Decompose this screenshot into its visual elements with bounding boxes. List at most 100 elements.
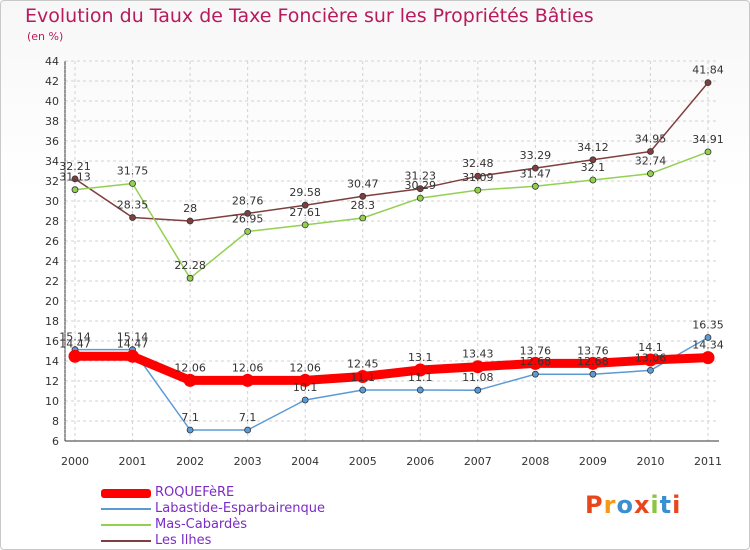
series-1-data-label: 11.1	[408, 371, 433, 384]
logo-letter: o	[616, 491, 634, 519]
series-0-point	[183, 373, 197, 387]
series-2-point	[416, 194, 424, 202]
x-tick-label: 2011	[694, 455, 722, 468]
legend-item-les-ilhes: Les Ilhes	[101, 533, 421, 549]
logo-letter: r	[603, 491, 617, 519]
logo-letter: i	[672, 491, 682, 519]
x-tick-label: 2003	[234, 455, 262, 468]
series-0-point	[471, 360, 485, 374]
series-2-data-label: 22.28	[174, 259, 206, 272]
series-1-data-label: 12.68	[520, 355, 552, 368]
series-3-point	[474, 172, 482, 180]
legend-swatch-les-ilhes	[101, 540, 151, 542]
x-tick-label: 2005	[349, 455, 377, 468]
series-0-data-label: 13.76	[577, 344, 609, 357]
axes: 6 8 10 12 14 16 18 20 22 24 26 28 30 32 34 36 38 40 42 44 20…	[45, 55, 722, 468]
series-2-point	[474, 186, 482, 194]
series-0-data-label: 13.43	[462, 348, 494, 361]
series-3-point	[301, 201, 309, 209]
proxiti-logo: Proxiti	[585, 491, 681, 519]
y-tick-label: 6	[52, 435, 59, 448]
y-tick-label: 42	[45, 75, 59, 88]
series-3-data-label: 29.58	[289, 186, 321, 199]
series-2-data-label: 30.29	[405, 179, 437, 192]
series-2-point	[244, 228, 252, 235]
x-tick-label: 2006	[406, 455, 434, 468]
series-3-point	[416, 185, 424, 193]
y-tick-label: 40	[45, 95, 59, 108]
series-3-point	[244, 209, 252, 217]
legend-item-labastide-esparbairenque: Labastide-Esparbairenque	[101, 501, 421, 517]
logo-letter: i	[650, 491, 660, 519]
y-tick-label: 44	[45, 55, 59, 68]
x-tick-label: 2004	[291, 455, 319, 468]
x-tick-label: 2002	[176, 455, 204, 468]
y-tick-label: 38	[45, 115, 59, 128]
line-chart: 6 8 10 12 14 16 18 20 22 24 26 28 30 32 34 36 38 40 42 44 20…	[45, 55, 724, 468]
series-2-line	[74, 151, 709, 279]
series-3-data-label: 32.48	[462, 157, 494, 170]
series-0-data-label: 14.1	[638, 341, 663, 354]
y-tick-label: 34	[45, 155, 59, 168]
y-tick-label: 10	[45, 395, 59, 408]
series-2-data-label: 32.1	[581, 161, 606, 174]
legend: ROQUEFèRE Labastide-Esparbairenque Mas-C…	[101, 485, 421, 549]
series-3-point	[589, 156, 597, 164]
series-1-line	[74, 336, 709, 431]
series-0-data-label: 12.45	[347, 358, 379, 371]
series-1-point	[474, 386, 482, 394]
legend-label-les-ilhes: Les Ilhes	[155, 533, 212, 548]
series-0-point	[356, 370, 370, 383]
series-0-data-label: 12.06	[289, 361, 321, 374]
series-2-data-label: 27.61	[289, 206, 321, 219]
series-0-point	[298, 373, 312, 387]
series-3-line	[74, 81, 709, 222]
series-0-point	[701, 351, 715, 365]
grid	[65, 60, 719, 442]
series-3-data-label: 32.21	[59, 160, 91, 173]
series-1-point	[589, 370, 597, 378]
y-tick-label: 28	[45, 215, 59, 228]
series-1-point	[704, 334, 712, 341]
series-2-point	[186, 274, 194, 282]
series-2-data-label: 31.75	[117, 165, 149, 178]
series-0-data-label: 13.1	[408, 351, 433, 364]
series-3-data-label: 31.23	[405, 170, 437, 183]
y-tick-label: 16	[45, 335, 59, 348]
data-labels: 14.47 14.47 12.06 12.06 12.06 12.45 13.1 13.43 1…	[59, 64, 724, 424]
series-1-data-label: 12.68	[577, 355, 609, 368]
y-tick-label: 12	[45, 375, 59, 388]
series-1-point	[531, 370, 539, 378]
series-1-data-label: 13.06	[635, 351, 667, 364]
series-3-point	[186, 217, 194, 225]
series-3-point	[647, 148, 654, 155]
y-tick-label: 8	[52, 415, 59, 428]
series-0-data-label: 14.47	[117, 337, 149, 350]
y-tick-label: 24	[45, 255, 59, 268]
x-tick-label: 2007	[464, 455, 492, 468]
series-3-point	[704, 79, 712, 86]
series-2-point	[359, 214, 367, 222]
legend-item-mas-cabardes: Mas-Cabardès	[101, 517, 421, 533]
series-2-point	[647, 170, 654, 178]
logo-letter: P	[585, 491, 604, 519]
series-0-point	[586, 356, 600, 370]
chart-subtitle: (en %)	[27, 30, 64, 43]
series-3-point	[71, 175, 79, 183]
series-0-data-label: 14.34	[692, 339, 724, 352]
series-3-data-label: 34.95	[635, 133, 667, 146]
series-0-data-label: 12.06	[232, 361, 264, 374]
logo-letter: t	[659, 491, 673, 519]
series-2-data-label: 31.13	[59, 171, 91, 184]
logo-letter: x	[633, 491, 651, 519]
series-0-point	[413, 363, 427, 377]
series-0-data-label: 13.76	[520, 344, 552, 357]
series-lines	[68, 79, 715, 434]
legend-label-roquefere: ROQUEFèRE	[155, 485, 235, 500]
series-1-point	[301, 396, 309, 404]
series-0-point	[126, 349, 140, 363]
series-0-point	[241, 373, 255, 387]
series-3-data-label: 33.29	[520, 149, 552, 162]
legend-swatch-mas-cabardes	[101, 524, 151, 526]
